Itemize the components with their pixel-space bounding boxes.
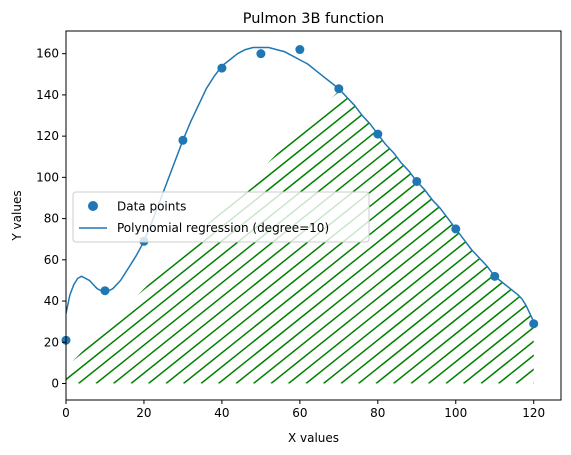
y-tick-label: 60 — [44, 253, 59, 267]
y-tick-label: 120 — [36, 129, 59, 143]
x-axis-label: X values — [288, 431, 339, 445]
hatch-line — [375, 90, 534, 384]
x-axis: 0 20 40 60 80 100 120 — [62, 400, 545, 420]
y-tick-label: 20 — [44, 335, 59, 349]
y-tick-label: 100 — [36, 170, 59, 184]
y-tick-label: 0 — [51, 377, 59, 391]
data-point — [178, 135, 188, 145]
hatch-line — [480, 90, 534, 384]
y-tick-label: 160 — [36, 47, 59, 61]
hatch-line — [358, 90, 534, 384]
data-point — [334, 84, 344, 94]
data-point — [529, 319, 539, 329]
hatch-line — [393, 90, 534, 384]
data-point — [490, 271, 500, 281]
y-axis: 0 20 40 60 80 100 120 140 160 — [36, 47, 66, 391]
hatch-line — [463, 90, 534, 384]
hatch-line — [218, 90, 534, 384]
hatch-line — [428, 90, 534, 384]
x-tick-label: 20 — [136, 406, 151, 420]
hatch-line — [445, 90, 534, 384]
y-tick-label: 40 — [44, 294, 59, 308]
y-axis-label: Y values — [10, 190, 24, 241]
x-tick-label: 40 — [214, 406, 229, 420]
x-tick-label: 80 — [370, 406, 385, 420]
hatch-line — [498, 90, 534, 384]
x-tick-label: 120 — [522, 406, 545, 420]
legend-label-regression: Polynomial regression (degree=10) — [117, 221, 329, 235]
legend-marker-data-points — [88, 201, 98, 211]
data-point — [217, 63, 227, 73]
y-tick-label: 80 — [44, 212, 59, 226]
hatch-line — [340, 90, 534, 384]
regression-line — [66, 46, 535, 323]
legend-label-data-points: Data points — [117, 200, 186, 214]
chart-title: Pulmon 3B function — [243, 11, 385, 27]
x-tick-label: 60 — [292, 406, 307, 420]
data-point — [412, 176, 422, 186]
x-tick-label: 0 — [62, 406, 70, 420]
data-point — [100, 286, 110, 296]
plot-frame — [65, 30, 562, 401]
legend: Data points Polynomial regression (degre… — [72, 191, 370, 243]
hatch-line — [200, 90, 534, 384]
data-point — [295, 45, 305, 55]
data-point — [256, 49, 266, 59]
x-tick-label: 100 — [444, 406, 467, 420]
data-point — [451, 224, 461, 234]
data-point — [373, 129, 383, 139]
hatch-line — [410, 90, 534, 384]
hatch-line — [533, 90, 534, 384]
hatch-line — [235, 90, 534, 384]
y-tick-label: 140 — [36, 88, 59, 102]
legend-box — [72, 191, 370, 243]
